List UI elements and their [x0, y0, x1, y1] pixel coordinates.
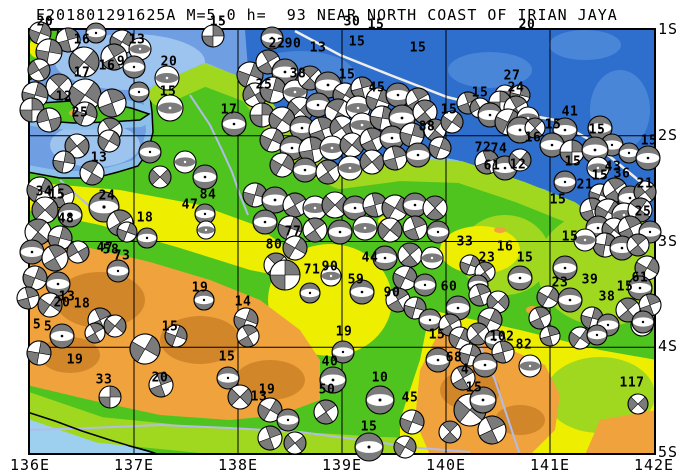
y-axis-tick-3S: 3S	[658, 231, 679, 250]
map-title: E201801291625A M=5.0 h= 93 NEAR NORTH CO…	[36, 6, 618, 24]
x-axis-tick-142E: 142E	[633, 456, 675, 474]
map-frame	[28, 28, 656, 455]
x-axis-tick-140E: 140E	[425, 456, 467, 474]
x-axis-tick-139E: 139E	[321, 456, 363, 474]
y-axis-tick-2S: 2S	[658, 125, 679, 144]
x-axis-tick-136E: 136E	[9, 456, 51, 474]
y-axis-tick-4S: 4S	[658, 337, 679, 356]
x-axis-tick-138E: 138E	[217, 456, 259, 474]
y-axis-tick-1S: 1S	[658, 20, 679, 39]
x-axis-tick-137E: 137E	[113, 456, 155, 474]
y-axis-tick-5S: 5S	[658, 443, 679, 462]
x-axis-tick-141E: 141E	[529, 456, 571, 474]
topography-basemap	[30, 30, 654, 453]
